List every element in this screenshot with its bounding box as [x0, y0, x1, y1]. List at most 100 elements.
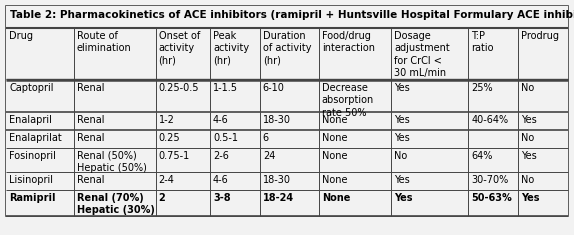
Bar [74, 130, 156, 148]
Text: 30-70%: 30-70% [471, 175, 509, 185]
Text: Yes: Yes [394, 133, 410, 143]
Text: Captopril: Captopril [9, 83, 53, 93]
Text: Renal: Renal [77, 83, 104, 93]
Bar [260, 130, 319, 148]
Text: 18-30: 18-30 [263, 115, 291, 125]
Bar [156, 28, 210, 80]
Text: Yes: Yes [521, 193, 540, 203]
Bar [468, 190, 518, 216]
Text: Table 2: Pharmacokinetics of ACE inhibitors (ramipril + Huntsville Hospital Form: Table 2: Pharmacokinetics of ACE inhibit… [10, 10, 574, 20]
Text: Prodrug: Prodrug [521, 31, 559, 41]
Text: Renal (50%)
Hepatic (50%): Renal (50%) Hepatic (50%) [77, 151, 147, 173]
Text: 0.75-1: 0.75-1 [158, 151, 190, 161]
Bar [210, 172, 260, 190]
Bar [468, 112, 518, 130]
Bar [6, 80, 74, 112]
Text: No: No [521, 175, 534, 185]
Text: Lisinopril: Lisinopril [9, 175, 53, 185]
Bar [260, 28, 319, 80]
Text: 2-4: 2-4 [158, 175, 174, 185]
Bar [518, 172, 568, 190]
Text: 1-1.5: 1-1.5 [213, 83, 238, 93]
Bar [210, 28, 260, 80]
Text: None: None [321, 151, 347, 161]
Text: Fosinopril: Fosinopril [9, 151, 56, 161]
Text: No: No [521, 133, 534, 143]
Text: Yes: Yes [394, 193, 413, 203]
Text: 6-10: 6-10 [263, 83, 285, 93]
Text: 2: 2 [158, 193, 165, 203]
Bar [210, 148, 260, 172]
Bar [74, 80, 156, 112]
Bar [156, 190, 210, 216]
Text: 3-8: 3-8 [213, 193, 231, 203]
Bar [74, 112, 156, 130]
Text: 24: 24 [263, 151, 275, 161]
Text: None: None [321, 193, 350, 203]
Text: 18-24: 18-24 [263, 193, 294, 203]
Bar [74, 28, 156, 80]
Text: 50-63%: 50-63% [471, 193, 512, 203]
Text: Drug: Drug [9, 31, 33, 41]
Text: Dosage
adjustment
for CrCl <
30 mL/min: Dosage adjustment for CrCl < 30 mL/min [394, 31, 450, 78]
Text: Renal (70%)
Hepatic (30%): Renal (70%) Hepatic (30%) [77, 193, 155, 215]
Text: Food/drug
interaction: Food/drug interaction [321, 31, 375, 53]
Text: Ramipril: Ramipril [9, 193, 56, 203]
Bar [156, 172, 210, 190]
Bar [518, 148, 568, 172]
Bar [391, 112, 468, 130]
Bar [391, 172, 468, 190]
Bar [319, 148, 391, 172]
Text: 18-30: 18-30 [263, 175, 291, 185]
Bar [518, 190, 568, 216]
Bar [74, 148, 156, 172]
Bar [6, 6, 568, 216]
Text: 25%: 25% [471, 83, 493, 93]
Bar [468, 130, 518, 148]
Text: T:P
ratio: T:P ratio [471, 31, 494, 53]
Bar [391, 28, 468, 80]
Text: None: None [321, 115, 347, 125]
Bar [319, 28, 391, 80]
Text: None: None [321, 175, 347, 185]
Bar [6, 148, 74, 172]
Bar [260, 112, 319, 130]
Text: Peak
activity
(hr): Peak activity (hr) [213, 31, 249, 66]
Text: Yes: Yes [394, 175, 410, 185]
Text: 0.25-0.5: 0.25-0.5 [158, 83, 199, 93]
Text: Duration
of activity
(hr): Duration of activity (hr) [263, 31, 311, 66]
Bar [518, 28, 568, 80]
Text: Renal: Renal [77, 133, 104, 143]
Bar [210, 112, 260, 130]
Text: 6: 6 [263, 133, 269, 143]
Bar [391, 148, 468, 172]
Text: Route of
elimination: Route of elimination [77, 31, 132, 53]
Text: No: No [394, 151, 408, 161]
Bar [156, 112, 210, 130]
Bar [210, 80, 260, 112]
Bar [391, 130, 468, 148]
Text: Yes: Yes [394, 115, 410, 125]
Text: 64%: 64% [471, 151, 492, 161]
Bar [6, 112, 74, 130]
Text: Renal: Renal [77, 115, 104, 125]
Bar [156, 130, 210, 148]
Bar [319, 112, 391, 130]
Bar [260, 80, 319, 112]
Bar [210, 130, 260, 148]
Bar [468, 172, 518, 190]
Bar [156, 148, 210, 172]
Text: 0.25: 0.25 [158, 133, 180, 143]
Text: Yes: Yes [521, 151, 537, 161]
Text: 4-6: 4-6 [213, 175, 228, 185]
Bar [468, 28, 518, 80]
Bar [391, 190, 468, 216]
Bar [518, 112, 568, 130]
Text: Enalaprilat: Enalaprilat [9, 133, 62, 143]
Bar [260, 148, 319, 172]
Bar [468, 148, 518, 172]
Text: 4-6: 4-6 [213, 115, 228, 125]
Text: Enalapril: Enalapril [9, 115, 52, 125]
Bar [156, 80, 210, 112]
Bar [319, 190, 391, 216]
